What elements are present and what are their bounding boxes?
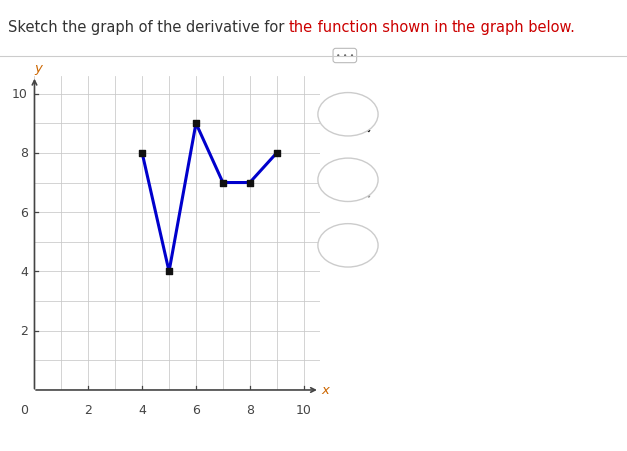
Point: [271, 150, 282, 157]
Text: 10: 10: [12, 88, 28, 101]
Text: • • •: • • •: [335, 52, 354, 61]
Text: 8: 8: [20, 147, 28, 160]
Text: Sketch the graph of the derivative for: Sketch the graph of the derivative for: [8, 20, 288, 35]
Text: the: the: [452, 20, 476, 35]
Text: y: y: [34, 62, 43, 75]
Text: 10: 10: [296, 404, 312, 416]
Text: 8: 8: [246, 404, 254, 416]
Point: [245, 179, 255, 187]
Point: [137, 150, 147, 157]
Point: [191, 120, 201, 128]
Text: 2: 2: [20, 324, 28, 337]
Text: function shown in: function shown in: [313, 20, 452, 35]
Text: 4: 4: [20, 265, 28, 278]
Point: [164, 268, 174, 276]
Point: [218, 179, 228, 187]
Text: 6: 6: [192, 404, 200, 416]
Text: 4: 4: [138, 404, 146, 416]
Text: 2: 2: [85, 404, 92, 416]
Text: graph below.: graph below.: [476, 20, 575, 35]
Text: 0: 0: [20, 404, 28, 416]
Text: 6: 6: [20, 206, 28, 219]
Text: the: the: [288, 20, 313, 35]
Text: x: x: [321, 384, 329, 396]
